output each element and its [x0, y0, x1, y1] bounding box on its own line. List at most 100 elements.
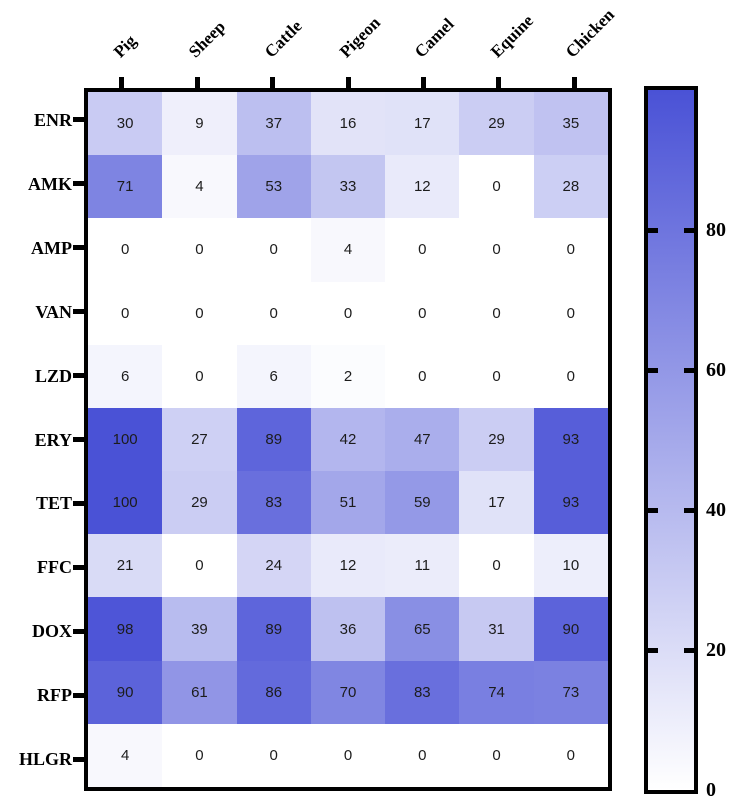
heatmap-cell-amp-equine: 0 [459, 218, 534, 282]
column-label-chicken: Chicken [562, 5, 619, 62]
heatmap-cell-hlgr-equine: 0 [459, 723, 534, 787]
heatmap-cell-lzd-sheep: 0 [162, 344, 237, 408]
column-tick-pigeon [345, 77, 351, 89]
row-label-lzd: LZD [34, 365, 72, 386]
heatmap-grid: 30 9 37 16 17 29 35 71 4 53 33 12 0 28 0 0 0 4 0 0 0 0 0 0 0 0 0 0 6… [88, 92, 608, 787]
column-tick-cattle [270, 77, 276, 89]
row-tick-ery [73, 437, 85, 442]
colorbar-tick-label-0: 0 [706, 779, 716, 801]
row-tick-enr [73, 117, 85, 123]
heatmap-cell-ery-sheep: 27 [162, 407, 237, 472]
heatmap-cell-lzd-camel: 0 [385, 344, 460, 408]
column-label-equine: Equine [486, 11, 537, 62]
column-label-pigeon: Pigeon [335, 13, 385, 62]
heatmap-cell-van-cattle: 0 [236, 281, 311, 345]
heatmap-cell-ffc-chicken: 10 [533, 534, 608, 598]
colorbar-tick-right-20 [684, 647, 694, 653]
heatmap-cell-ery-chicken: 93 [533, 407, 608, 472]
heatmap-cell-hlgr-camel: 0 [385, 723, 460, 787]
heatmap-cell-lzd-chicken: 0 [533, 344, 608, 408]
heatmap-cell-rfp-camel: 83 [385, 660, 460, 724]
row-tick-lzd [73, 373, 85, 379]
row-label-tet: TET [35, 493, 72, 514]
heatmap-cell-tet-sheep: 29 [162, 471, 237, 535]
heatmap-cell-dox-cattle: 89 [236, 597, 311, 661]
heatmap-cell-amk-pig: 71 [88, 155, 163, 219]
heatmap-cell-ery-pigeon: 42 [310, 407, 386, 472]
row-tick-dox [73, 628, 85, 634]
colorbar-tick-right-80 [684, 227, 694, 233]
column-tick-chicken [571, 77, 577, 89]
row-axis-labels: ENR AMK AMP VAN LZD ERY TET FFC DOX RFP HLGR [0, 88, 72, 791]
heatmap-cell-enr-camel: 17 [385, 92, 460, 156]
heatmap-cell-amk-cattle: 53 [236, 155, 311, 219]
heatmap-frame: 30 9 37 16 17 29 35 71 4 53 33 12 0 28 0 0 0 4 0 0 0 0 0 0 0 0 0 0 6… [84, 88, 612, 791]
heatmap-cell-lzd-equine: 0 [459, 344, 534, 408]
row-tick-rfp [73, 692, 85, 698]
row-tick-amp [73, 245, 85, 251]
heatmap-cell-rfp-chicken: 73 [533, 660, 608, 724]
heatmap-cell-enr-pigeon: 16 [310, 92, 386, 156]
heatmap-cell-amk-sheep: 4 [162, 155, 237, 219]
heatmap-cell-van-pigeon: 0 [310, 281, 386, 345]
heatmap-cell-van-camel: 0 [385, 281, 460, 345]
heatmap-cell-amp-cattle: 0 [236, 218, 311, 282]
heatmap-cell-dox-chicken: 90 [533, 597, 608, 661]
colorbar-tick-label-40: 40 [706, 499, 726, 521]
row-tick-hlgr [73, 756, 85, 762]
heatmap-cell-van-equine: 0 [459, 281, 534, 345]
heatmap-cell-enr-pig: 30 [88, 92, 163, 156]
column-tick-pig [119, 77, 125, 89]
heatmap-cell-amp-pig: 0 [88, 218, 163, 282]
heatmap-cell-van-sheep: 0 [162, 281, 237, 345]
heatmap-cell-amp-pigeon: 4 [310, 218, 386, 282]
row-label-enr: ENR [33, 109, 72, 130]
heatmap-cell-ery-camel: 47 [385, 407, 460, 472]
heatmap-cell-van-pig: 0 [88, 281, 163, 345]
heatmap-cell-amk-camel: 12 [385, 155, 460, 219]
colorbar-tick-left-40 [648, 507, 658, 513]
heatmap-cell-enr-sheep: 9 [162, 92, 237, 156]
heatmap-cell-van-chicken: 0 [533, 281, 608, 345]
colorbar [644, 86, 698, 794]
row-label-dox: DOX [32, 621, 72, 642]
heatmap-cell-lzd-pigeon: 2 [310, 344, 386, 408]
heatmap-cell-tet-camel: 59 [385, 471, 460, 535]
row-label-van: VAN [35, 301, 72, 322]
heatmap-cell-tet-pig: 100 [88, 471, 163, 535]
heatmap-cell-ffc-pig: 21 [88, 534, 163, 598]
colorbar-tick-label-80: 80 [706, 219, 726, 241]
heatmap-cell-ery-equine: 29 [459, 407, 534, 472]
heatmap-cell-rfp-cattle: 86 [236, 660, 311, 724]
heatmap-cell-dox-pig: 98 [88, 597, 163, 661]
column-label-cattle: Cattle [260, 16, 306, 62]
heatmap-cell-enr-equine: 29 [459, 92, 534, 156]
heatmap-cell-hlgr-pig: 4 [88, 723, 163, 787]
heatmap-cell-ery-pig: 100 [88, 407, 163, 472]
row-label-amk: AMK [28, 173, 72, 194]
heatmap-cell-tet-chicken: 93 [533, 471, 608, 535]
heatmap-cell-tet-equine: 17 [459, 471, 534, 535]
heatmap-cell-dox-pigeon: 36 [310, 597, 386, 661]
column-label-pig: Pig [109, 31, 140, 62]
heatmap-cell-amk-pigeon: 33 [310, 155, 386, 219]
column-label-camel: Camel [411, 14, 459, 62]
colorbar-tick-left-20 [648, 647, 658, 653]
column-tick-sheep [194, 77, 200, 89]
heatmap-cell-dox-camel: 65 [385, 597, 460, 661]
colorbar-tick-label-60: 60 [706, 359, 726, 381]
colorbar-tick-right-40 [684, 507, 694, 513]
heatmap-cell-hlgr-chicken: 0 [533, 723, 608, 787]
row-tick-ffc [73, 564, 85, 570]
row-label-amp: AMP [31, 237, 72, 258]
colorbar-tick-label-20: 20 [706, 639, 726, 661]
heatmap-cell-amp-chicken: 0 [533, 218, 608, 282]
column-label-sheep: Sheep [184, 17, 230, 62]
row-tick-amk [73, 181, 85, 187]
heatmap-cell-dox-equine: 31 [459, 597, 534, 661]
row-label-ery: ERY [34, 429, 72, 450]
heatmap-cell-rfp-sheep: 61 [162, 660, 237, 724]
heatmap-cell-enr-chicken: 35 [533, 92, 608, 156]
heatmap-cell-rfp-pig: 90 [88, 660, 163, 724]
